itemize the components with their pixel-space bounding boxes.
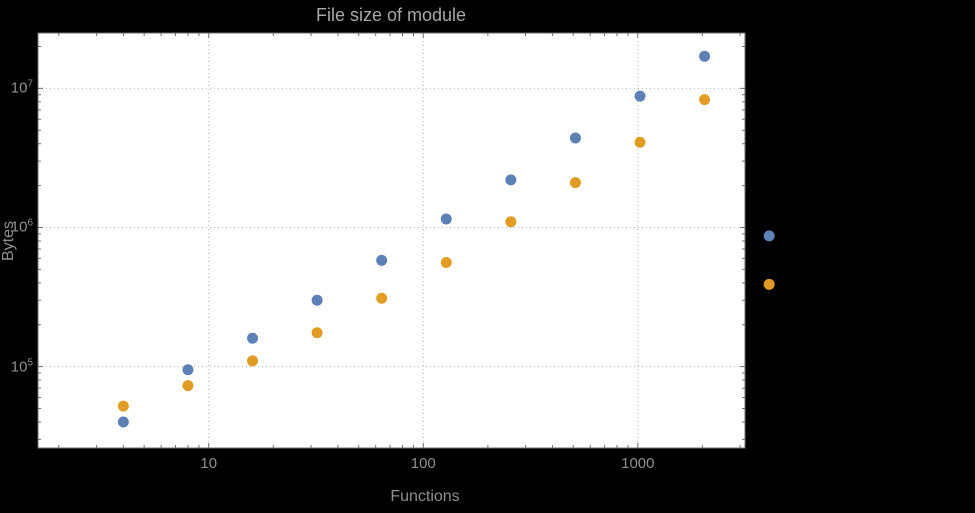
data-point-orange-series: [763, 278, 775, 290]
y-tick-label: 106: [10, 217, 33, 236]
plot-area: [38, 33, 745, 448]
data-point-orange-series: [569, 177, 581, 189]
data-point-orange-series: [699, 94, 711, 106]
data-point-blue-series: [440, 213, 452, 225]
data-point-blue-series: [634, 90, 646, 102]
data-point-blue-series: [699, 50, 711, 62]
data-point-blue-series: [247, 332, 259, 344]
data-point-orange-series: [311, 327, 323, 339]
y-tick-label: 107: [10, 78, 33, 97]
data-point-blue-series: [376, 254, 388, 266]
data-point-blue-series: [569, 132, 581, 144]
data-point-orange-series: [440, 257, 452, 269]
y-tick-label: 105: [10, 357, 33, 376]
data-point-blue-series: [182, 364, 194, 376]
data-point-orange-series: [376, 292, 388, 304]
x-tick-label: 10: [200, 455, 218, 472]
data-point-orange-series: [247, 355, 259, 367]
data-point-orange-series: [634, 136, 646, 148]
data-point-blue-series: [311, 294, 323, 306]
data-point-orange-series: [182, 380, 194, 392]
x-tick-label: 1000: [621, 455, 655, 472]
data-point-blue-series: [117, 416, 129, 428]
chart-title: File size of module: [315, 5, 467, 25]
data-point-blue-series: [505, 174, 517, 186]
x-tick-label: 100: [410, 455, 436, 472]
y-axis-label: Bytes: [0, 221, 17, 262]
data-point-orange-series: [117, 400, 129, 412]
data-point-blue-series: [763, 230, 775, 242]
data-point-orange-series: [505, 216, 517, 228]
x-axis-label: Functions: [390, 488, 460, 505]
